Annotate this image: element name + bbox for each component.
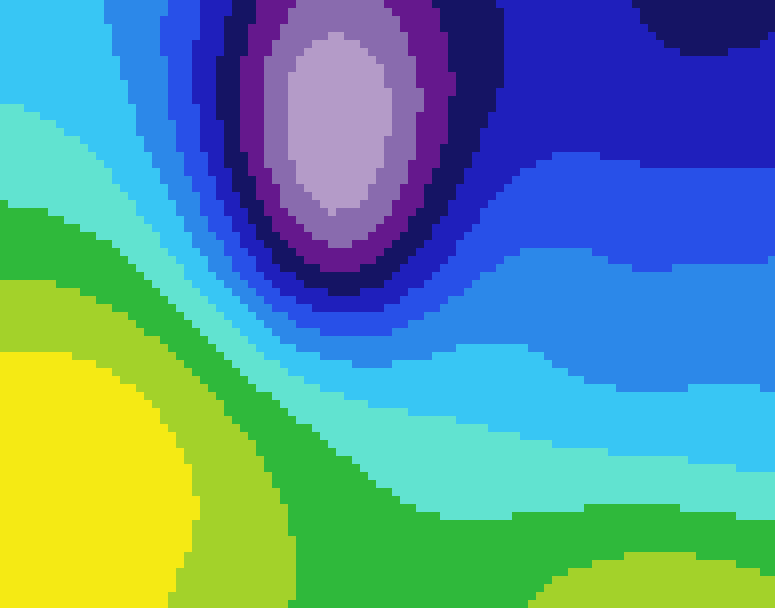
contour-plot (0, 0, 775, 608)
contour-canvas (0, 0, 775, 608)
